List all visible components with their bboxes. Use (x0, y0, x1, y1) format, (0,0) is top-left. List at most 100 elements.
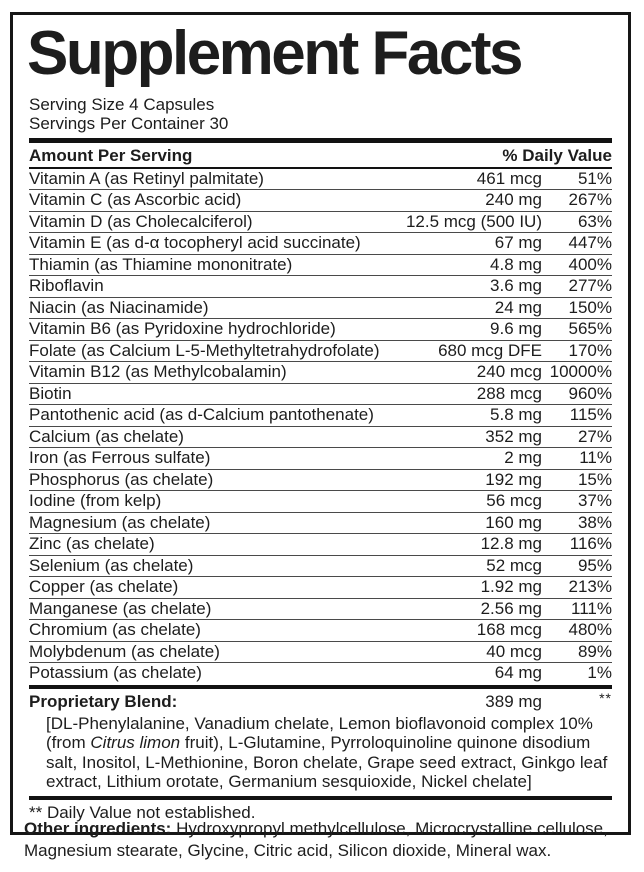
nutrient-amount: 3.6 mg (490, 276, 542, 296)
other-ingredients-label: Other ingredients: (24, 819, 172, 838)
nutrient-daily-value: 170% (568, 340, 612, 360)
nutrient-amount: 12.5 mcg (500 IU) (405, 211, 542, 231)
nutrient-amount: 12.8 mg (480, 534, 542, 554)
table-row: Niacin (as Niacinamide) 24 mg 150% (29, 296, 612, 319)
nutrient-amount: 461 mcg (476, 168, 542, 188)
nutrient-daily-value: 111% (571, 598, 612, 618)
table-row: Vitamin B6 (as Pyridoxine hydrochloride)… (29, 318, 612, 340)
table-row: Pantothenic acid (as d-Calcium pantothen… (29, 404, 612, 426)
nutrient-amount: 40 mcg (486, 641, 542, 661)
table-row: Potassium (as chelate) 64 mg 1% (29, 662, 612, 684)
nutrient-name: Biotin (29, 383, 72, 403)
nutrient-daily-value: 480% (568, 620, 612, 640)
nutrient-name: Riboflavin (29, 276, 104, 296)
nutrient-name: Iron (as Ferrous sulfate) (29, 448, 211, 468)
blend-ingredients-suffix: fruit), L-Glutamine, Pyrroloquinoline qu… (46, 733, 608, 792)
facts-rows: Vitamin A (as Retinyl palmitate) 461 mcg… (29, 169, 612, 684)
blend-ingredients-latin-name: Citrus limon (90, 733, 181, 753)
nutrient-amount: 2.56 mg (480, 598, 542, 618)
nutrient-amount: 288 mcg (476, 383, 542, 403)
table-row: Chromium (as chelate) 168 mcg 480% (29, 619, 612, 641)
nutrient-amount: 680 mcg DFE (438, 340, 542, 360)
nutrient-name: Calcium (as chelate) (29, 426, 184, 446)
nutrient-daily-value: 115% (569, 405, 612, 425)
nutrient-name: Molybdenum (as chelate) (29, 641, 220, 661)
other-ingredients: Other ingredients: Hydroxypropyl methylc… (24, 818, 620, 861)
table-row: Vitamin E (as d-α tocopheryl acid succin… (29, 232, 612, 254)
table-row: Folate (as Calcium L-5-Methyltetrahydrof… (29, 339, 612, 362)
nutrient-name: Vitamin E (as d-α tocopheryl acid succin… (29, 233, 361, 253)
nutrient-daily-value: 95% (577, 555, 612, 575)
table-row: Molybdenum (as chelate) 40 mcg 89% (29, 640, 612, 663)
nutrient-amount: 5.8 mg (490, 405, 542, 425)
nutrient-amount: 240 mg (485, 190, 542, 210)
table-row: Phosphorus (as chelate) 192 mg 15% (29, 468, 612, 491)
blend-dv-asterisks: ** (599, 689, 612, 706)
table-row: Magnesium (as chelate) 160 mg 38% (29, 511, 612, 534)
table-row: Zinc (as chelate) 12.8 mg 116% (29, 533, 612, 555)
nutrient-amount: 9.6 mg (490, 319, 542, 339)
nutrient-daily-value: 116% (569, 534, 612, 554)
nutrient-name: Folate (as Calcium L-5-Methyltetrahydrof… (29, 340, 380, 360)
blend-amount: 389 mg (485, 691, 542, 711)
nutrient-name: Zinc (as chelate) (29, 534, 155, 554)
nutrient-daily-value: 89% (577, 641, 612, 661)
nutrient-name: Vitamin B12 (as Methylcobalamin) (29, 362, 287, 382)
proprietary-blend-section: Proprietary Blend: 389 mg ** [DL-Phenyla… (29, 684, 612, 792)
nutrient-daily-value: 37% (577, 491, 612, 511)
serving-size: Serving Size 4 Capsules (29, 94, 215, 114)
nutrient-amount: 56 mcg (486, 491, 542, 511)
nutrient-daily-value: 213% (568, 577, 612, 597)
nutrient-daily-value: 150% (568, 297, 612, 317)
servings-per-container: Servings Per Container 30 (29, 113, 229, 133)
table-row: Iron (as Ferrous sulfate) 2 mg 11% (29, 447, 612, 469)
nutrient-name: Vitamin C (as Ascorbic acid) (29, 190, 242, 210)
table-row: Manganese (as chelate) 2.56 mg 111% (29, 597, 612, 620)
nutrient-amount: 67 mg (494, 233, 542, 253)
nutrient-daily-value: 447% (568, 233, 612, 253)
nutrient-amount: 4.8 mg (490, 254, 542, 274)
nutrient-amount: 160 mg (485, 512, 542, 532)
proprietary-blend-row: Proprietary Blend: 389 mg ** (29, 689, 612, 713)
table-row: Vitamin A (as Retinyl palmitate) 461 mcg… (29, 169, 612, 190)
nutrient-amount: 52 mcg (486, 555, 542, 575)
nutrient-amount: 24 mg (494, 297, 542, 317)
table-row: Vitamin C (as Ascorbic acid) 240 mg 267% (29, 189, 612, 211)
nutrient-daily-value: 51% (577, 168, 612, 188)
nutrient-daily-value: 960% (568, 383, 612, 403)
nutrient-name: Pantothenic acid (as d-Calcium pantothen… (29, 405, 374, 425)
nutrient-amount: 168 mcg (476, 620, 542, 640)
table-row: Riboflavin 3.6 mg 277% (29, 275, 612, 297)
amount-per-serving-header: Amount Per Serving (29, 145, 193, 165)
table-row: Selenium (as chelate) 52 mcg 95% (29, 554, 612, 577)
nutrient-amount: 1.92 mg (480, 577, 542, 597)
nutrient-name: Iodine (from kelp) (29, 491, 162, 511)
nutrient-amount: 64 mg (494, 663, 542, 683)
nutrient-daily-value: 15% (577, 469, 612, 489)
blend-ingredients-prefix: [DL-Phenylalanine, Vanadium chelate, Lem… (46, 713, 593, 753)
nutrient-name: Magnesium (as chelate) (29, 512, 211, 532)
nutrient-name: Thiamin (as Thiamine mononitrate) (29, 254, 293, 274)
footnote: ** Daily Value not established. (29, 795, 612, 828)
nutrient-name: Vitamin A (as Retinyl palmitate) (29, 168, 264, 188)
nutrient-daily-value: 565% (568, 319, 612, 339)
nutrient-name: Manganese (as chelate) (29, 598, 212, 618)
nutrient-amount: 192 mg (485, 469, 542, 489)
nutrient-name: Vitamin B6 (as Pyridoxine hydrochloride) (29, 319, 336, 339)
table-header: Amount Per Serving % Daily Value (29, 143, 612, 169)
nutrient-name: Niacin (as Niacinamide) (29, 297, 209, 317)
supplement-facts-panel: Supplement Facts Serving Size 4 Capsules… (10, 12, 631, 835)
nutrient-daily-value: 277% (568, 276, 612, 296)
table-row: Copper (as chelate) 1.92 mg 213% (29, 576, 612, 598)
table-row: Biotin 288 mcg 960% (29, 382, 612, 405)
table-row: Calcium (as chelate) 352 mg 27% (29, 425, 612, 448)
nutrient-name: Vitamin D (as Cholecalciferol) (29, 211, 253, 231)
nutrient-name: Copper (as chelate) (29, 577, 179, 597)
nutrient-daily-value: 10000% (549, 362, 612, 382)
nutrient-name: Phosphorus (as chelate) (29, 469, 214, 489)
blend-ingredients: [DL-Phenylalanine, Vanadium chelate, Lem… (46, 714, 612, 792)
other-ingredients-text: Hydroxypropyl methylcellulose, Microcrys… (24, 819, 608, 860)
daily-value-header: % Daily Value (502, 145, 612, 165)
nutrient-amount: 2 mg (504, 448, 542, 468)
table-row: Vitamin B12 (as Methylcobalamin) 240 mcg… (29, 361, 612, 383)
